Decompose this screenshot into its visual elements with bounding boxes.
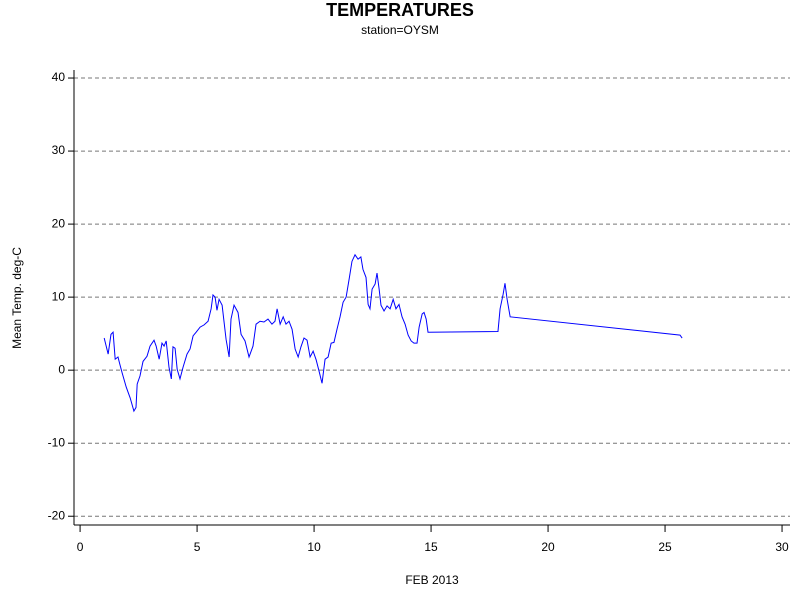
x-tick-label: 30	[775, 540, 789, 554]
x-tick-label: 25	[658, 540, 672, 554]
x-tick-label: 20	[541, 540, 555, 554]
y-tick-label: -10	[48, 435, 66, 449]
y-tick-label: 0	[58, 362, 65, 376]
data-line	[103, 253, 683, 413]
y-tick-label: 30	[52, 143, 66, 157]
y-tick-label: 20	[52, 216, 66, 230]
chart-title: TEMPERATURES	[326, 0, 474, 20]
x-tick-label: 10	[307, 540, 321, 554]
y-tick-label: -20	[48, 508, 66, 522]
x-tick-label: 5	[194, 540, 201, 554]
x-tick-label: 15	[424, 540, 438, 554]
chart-subtitle: station=OYSM	[361, 23, 439, 37]
y-tick-label: 40	[52, 70, 66, 84]
x-tick-label: 0	[77, 540, 84, 554]
y-tick-label: 10	[52, 289, 66, 303]
y-axis-label: Mean Temp. deg-C	[10, 247, 24, 349]
x-axis-label: FEB 2013	[405, 573, 459, 587]
